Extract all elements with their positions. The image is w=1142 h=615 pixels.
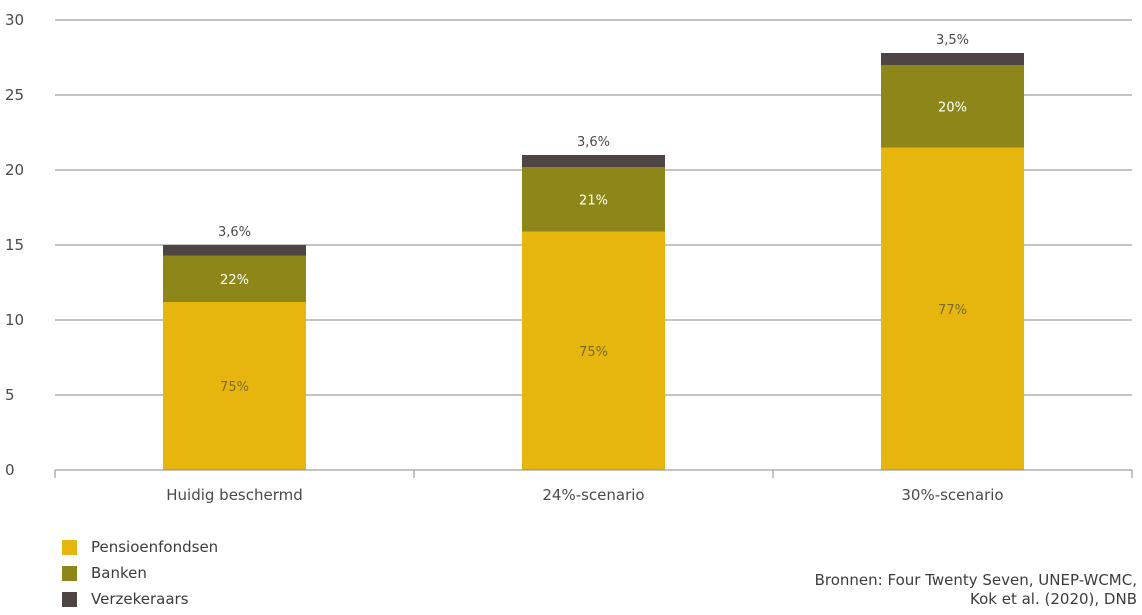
bar-2-verzekeraars [881,53,1024,65]
data-label-1-banken: 21% [579,193,608,208]
legend-swatch-pensioenfondsen [62,539,77,555]
legend-item-banken: Banken [62,560,218,586]
source-line-1: Bronnen: Four Twenty Seven, UNEP-WCMC, [814,571,1137,589]
legend-label-verzekeraars: Verzekeraars [91,590,189,608]
y-tick-label-25: 25 [5,86,24,104]
bars: 75% 22% 3,6% 75% 21% 3,6% 77% 20% 3,5% [163,33,1024,470]
x-category-label-0: Huidig beschermd [166,486,303,504]
bar-2-banken [881,65,1024,148]
data-label-0-pensioenfondsen: 75% [220,380,249,395]
bar-0-banken [163,255,306,302]
y-tick-label-15: 15 [5,236,24,254]
y-tick-label-20: 20 [5,161,24,179]
y-tick-label-0: 0 [5,461,15,479]
source-note: Bronnen: Four Twenty Seven, UNEP-WCMC, K… [617,571,1137,609]
x-category-label-1: 24%-scenario [542,486,644,504]
bar-0-pensioenfondsen [163,302,306,470]
bar-2-pensioenfondsen [881,147,1024,470]
bar-0-verzekeraars [163,245,306,256]
data-label-1-verzekeraars: 3,6% [577,135,610,150]
stacked-bar-chart: 0 5 10 15 20 25 30 75% 22% 3,6% 75% 21% 3,6% 77% 20% 3… [5,11,1133,504]
bar-1-pensioenfondsen [522,231,665,470]
data-label-2-verzekeraars: 3,5% [936,33,969,48]
legend-label-pensioenfondsen: Pensioenfondsen [91,538,219,556]
legend-swatch-banken [62,565,77,581]
legend-label-banken: Banken [91,564,147,582]
x-category-label-2: 30%-scenario [901,486,1003,504]
source-line-2: Kok et al. (2020), DNB [970,590,1137,608]
data-label-1-pensioenfondsen: 75% [579,345,608,360]
bar-1-banken [522,167,665,232]
legend-item-pensioenfondsen: Pensioenfondsen [62,534,218,560]
legend-swatch-verzekeraars [62,591,77,607]
data-label-0-verzekeraars: 3,6% [218,225,251,240]
bar-1-verzekeraars [522,155,665,167]
y-axis-ticks: 0 5 10 15 20 25 30 [5,11,24,479]
data-label-2-pensioenfondsen: 77% [938,303,967,318]
legend-item-verzekeraars: Verzekeraars [62,586,218,612]
y-tick-label-30: 30 [5,11,24,29]
data-label-2-banken: 20% [938,100,967,115]
data-label-0-banken: 22% [220,273,249,288]
x-axis: Huidig beschermd 24%-scenario 30%-scenario [54,469,1133,504]
legend: Pensioenfondsen Banken Verzekeraars [62,534,218,612]
y-tick-label-5: 5 [5,386,15,404]
y-tick-label-10: 10 [5,311,24,329]
